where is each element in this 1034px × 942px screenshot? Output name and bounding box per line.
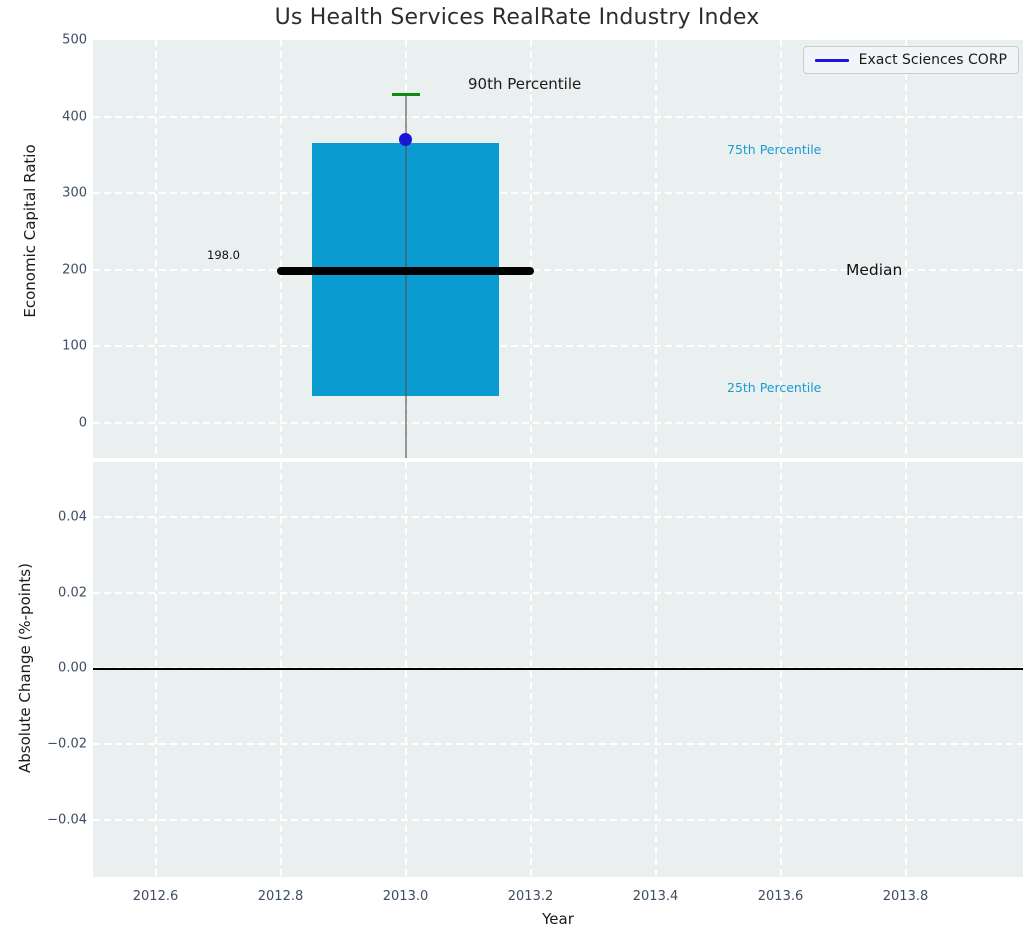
y-tick-label: 0.00 — [58, 660, 87, 676]
company-marker-icon — [399, 133, 412, 147]
h-gridline — [93, 192, 1023, 195]
h-gridline — [93, 421, 1023, 424]
legend[interactable]: Exact Sciences CORP — [802, 46, 1019, 74]
annotation-25th-percentile: 25th Percentile — [727, 380, 822, 395]
h-gridline — [93, 345, 1023, 348]
x-tick-label: 2013.2 — [507, 889, 554, 904]
annotation-median: Median — [846, 261, 903, 279]
top-y-axis-label: Economic Capital Ratio — [21, 144, 39, 318]
y-tick-label: 100 — [62, 338, 87, 354]
top-subplot: 90th Percentile 198.0 75th Percentile Me… — [93, 40, 1023, 458]
chart-title: Us Health Services RealRate Industry Ind… — [274, 5, 760, 30]
whisker-line — [404, 93, 407, 458]
y-tick-label: 0.04 — [58, 509, 87, 525]
y-tick-label: 0.02 — [58, 585, 87, 601]
v-gridline — [904, 40, 907, 458]
bottom-subplot — [93, 462, 1023, 877]
x-tick-label: 2013.6 — [757, 889, 804, 904]
x-tick-label: 2013.0 — [382, 889, 429, 904]
y-tick-label: 0 — [78, 415, 87, 431]
x-tick-label: 2013.4 — [632, 889, 679, 904]
y-tick-label: 500 — [62, 32, 87, 48]
zero-line — [93, 668, 1023, 671]
median-value-label: 198.0 — [207, 248, 240, 262]
x-axis-label: Year — [542, 910, 574, 928]
y-tick-label: −0.04 — [47, 812, 87, 828]
v-gridline — [529, 40, 532, 458]
y-tick-label: 300 — [62, 185, 87, 201]
h-gridline — [93, 591, 1023, 594]
annotation-75th-percentile: 75th Percentile — [727, 142, 822, 157]
v-gridline — [654, 40, 657, 458]
v-gridline — [279, 40, 282, 458]
h-gridline — [93, 742, 1023, 745]
y-tick-label: 400 — [62, 109, 87, 125]
h-gridline — [93, 516, 1023, 519]
v-gridline — [779, 40, 782, 458]
p90-cap-icon — [391, 92, 420, 96]
x-tick-label: 2012.8 — [257, 889, 304, 904]
annotation-90th-percentile: 90th Percentile — [468, 75, 582, 93]
y-tick-label: 200 — [62, 262, 87, 278]
v-gridline — [154, 40, 157, 458]
y-tick-label: −0.02 — [47, 736, 87, 752]
x-tick-label: 2012.6 — [132, 889, 179, 904]
bottom-y-axis-label: Absolute Change (%-points) — [16, 563, 34, 773]
h-gridline — [93, 268, 1023, 271]
median-line — [277, 267, 534, 276]
h-gridline — [93, 818, 1023, 821]
legend-label: Exact Sciences CORP — [858, 52, 1007, 68]
legend-line-sample-icon — [814, 58, 849, 62]
h-gridline — [93, 115, 1023, 118]
x-tick-label: 2013.8 — [882, 889, 929, 904]
